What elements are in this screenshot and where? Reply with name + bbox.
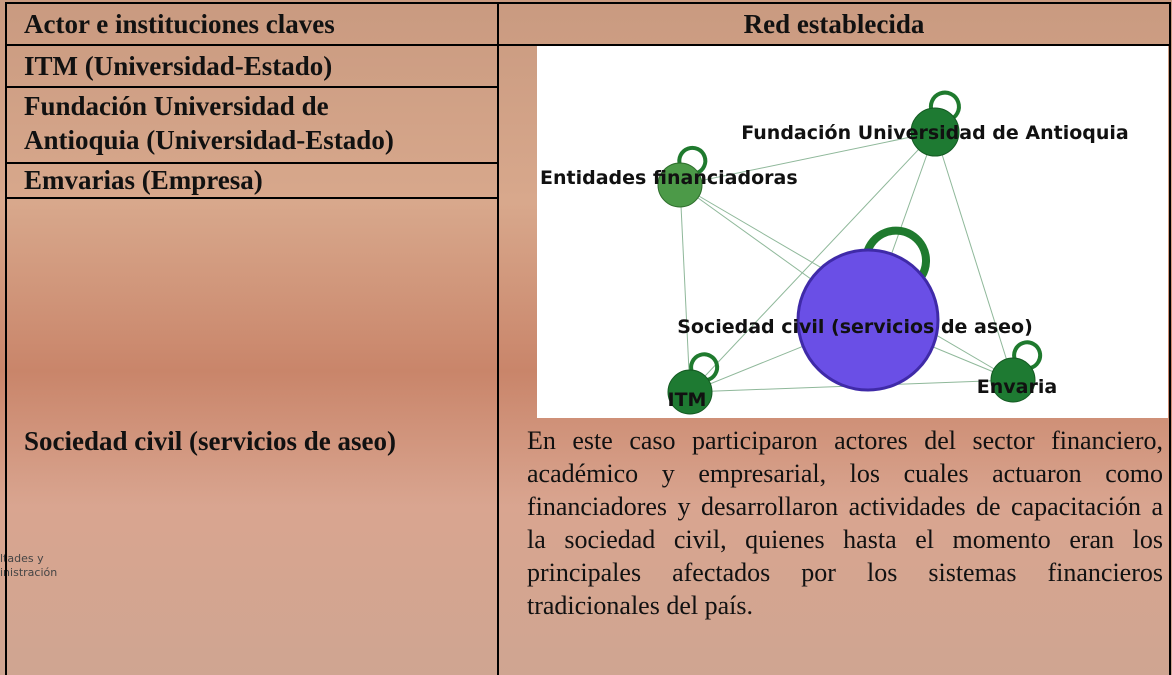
header-cell: Actor e instituciones claves — [24, 9, 335, 39]
node — [796, 248, 940, 392]
node-label: Sociedad civil (servicios de aseo) — [677, 316, 1033, 338]
border — [5, 2, 7, 675]
cell: Antioquia (Universidad-Estado) — [24, 125, 394, 155]
cell: Sociedad civil (servicios de aseo) — [24, 426, 396, 456]
paragraph: En este caso participaron actores del se… — [527, 426, 1163, 620]
node — [657, 162, 703, 208]
node-label: ITM — [668, 389, 707, 411]
border — [5, 86, 498, 88]
cell: Fundación Universidad de — [24, 91, 329, 121]
node-label: Fundación Universidad de Antioquia — [741, 122, 1129, 144]
border — [5, 197, 498, 199]
node-label: Entidades financiadoras — [540, 167, 798, 189]
border — [497, 2, 499, 675]
node — [667, 369, 713, 415]
border — [5, 2, 1171, 4]
border — [1169, 2, 1171, 675]
cell: ITM (Universidad-Estado) — [24, 51, 333, 81]
node — [990, 357, 1036, 403]
node — [910, 107, 960, 157]
watermark: inistración — [0, 566, 58, 579]
node-label: Envaria — [977, 376, 1057, 398]
network-diagram: Fundación Universidad de Antioquia Entid… — [537, 46, 1168, 418]
self-loops — [677, 90, 1043, 382]
watermark: ltades y — [0, 552, 44, 565]
border — [5, 44, 1171, 46]
header-cell: Red establecida — [743, 9, 925, 39]
cell: Emvarias (Empresa) — [24, 165, 263, 195]
border — [5, 162, 498, 164]
